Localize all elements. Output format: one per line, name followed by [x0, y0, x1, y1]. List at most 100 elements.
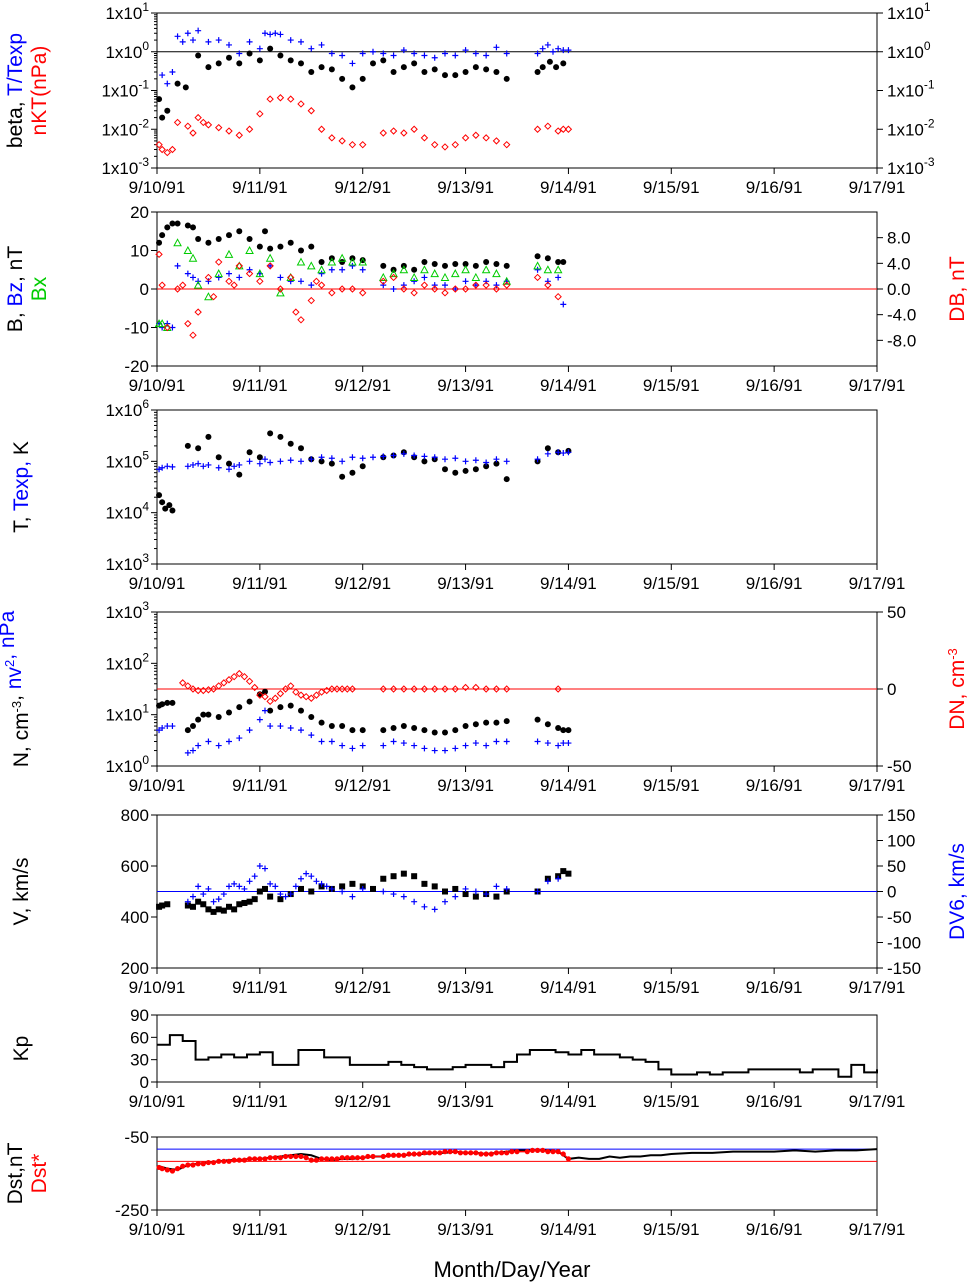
x-tick-label: 9/15/91	[643, 776, 700, 795]
y2-tick-label: -50	[887, 757, 912, 776]
data-point	[318, 719, 325, 726]
data-point	[503, 50, 510, 57]
data-point	[190, 723, 196, 730]
data-point	[514, 1149, 520, 1155]
data-point	[158, 281, 166, 289]
data-point	[442, 747, 448, 754]
data-point	[184, 749, 191, 756]
data-point	[205, 278, 212, 285]
data-point	[472, 282, 479, 289]
data-point	[318, 270, 325, 277]
data-point	[533, 125, 542, 133]
data-point	[550, 48, 556, 55]
y2-tick-label: -150	[887, 959, 921, 978]
x-tick-label: 9/17/91	[849, 1220, 906, 1239]
data-point	[246, 38, 253, 45]
data-point	[400, 129, 408, 137]
data-point	[328, 885, 335, 892]
data-point	[344, 1155, 350, 1161]
data-point	[555, 274, 562, 281]
data-point	[189, 331, 197, 339]
data-point	[379, 277, 387, 286]
data-point	[323, 883, 330, 890]
series-dot	[156, 220, 567, 273]
data-point	[565, 740, 572, 747]
x-tick-label: 9/17/91	[849, 178, 906, 197]
data-point	[246, 449, 253, 456]
data-point	[442, 262, 448, 269]
data-point	[461, 683, 470, 692]
data-point	[493, 883, 500, 890]
data-point	[544, 281, 552, 289]
data-point	[163, 323, 171, 332]
data-point	[349, 745, 356, 752]
data-point	[277, 433, 284, 440]
data-point	[256, 277, 264, 286]
data-point	[162, 505, 169, 512]
data-point	[236, 60, 243, 67]
data-point	[420, 265, 429, 274]
data-point	[493, 44, 500, 51]
data-point	[349, 1155, 356, 1161]
data-point	[339, 742, 346, 749]
data-point	[317, 125, 326, 133]
data-point	[348, 140, 357, 149]
data-point	[447, 1149, 453, 1155]
data-point	[539, 64, 546, 71]
data-point	[159, 701, 166, 708]
data-point	[226, 1158, 232, 1164]
data-point	[318, 259, 325, 266]
data-point	[560, 301, 567, 308]
data-point	[215, 464, 222, 471]
data-point	[235, 131, 243, 139]
data-point	[390, 724, 397, 731]
y-tick-label: 1x10-2	[101, 116, 149, 139]
data-point	[555, 875, 562, 882]
y-tick-label: 10	[130, 242, 149, 261]
data-point	[226, 466, 232, 473]
y-tick-label: 1x101	[105, 702, 149, 725]
data-point	[209, 292, 218, 301]
data-point	[503, 458, 510, 465]
panel-beta: 1x10-3 1x10-2 1x10-1 1x100 1x101 1x10-3 1x10-2…	[4, 0, 935, 197]
data-point	[390, 873, 397, 880]
data-point	[277, 31, 284, 38]
series-diamond	[155, 94, 573, 157]
x-tick-label: 9/12/91	[334, 776, 391, 795]
data-point	[380, 50, 387, 57]
data-point	[399, 265, 409, 274]
data-point	[195, 27, 202, 34]
data-point	[205, 239, 212, 246]
y-tick-label: -250	[115, 1201, 149, 1220]
x-tick-label: 9/14/91	[540, 978, 597, 997]
data-point	[199, 118, 207, 127]
data-point	[359, 50, 366, 57]
x-tick-label: 9/17/91	[849, 574, 906, 593]
data-point	[411, 724, 418, 731]
data-point	[442, 888, 448, 895]
data-point	[215, 235, 222, 242]
y2-tick-label: 50	[887, 603, 906, 622]
data-point	[195, 742, 202, 749]
data-point	[483, 52, 490, 59]
data-point	[550, 1149, 556, 1155]
data-point	[380, 453, 387, 460]
x-tick-label: 9/11/91	[232, 376, 287, 395]
data-point	[200, 891, 207, 898]
data-point	[544, 721, 551, 728]
y-tick-label: 800	[121, 806, 149, 825]
y2-tick-label: 4.0	[887, 254, 911, 273]
data-point	[256, 888, 263, 895]
data-point	[472, 683, 480, 692]
data-point	[287, 273, 295, 282]
data-point	[180, 1163, 186, 1169]
y-axis-label-secondary: Dst*	[28, 1154, 51, 1194]
data-point	[303, 870, 310, 877]
data-point	[257, 1156, 263, 1162]
data-point	[462, 458, 469, 465]
data-point	[493, 738, 500, 745]
data-point	[411, 278, 418, 285]
data-point	[184, 682, 192, 690]
data-point	[231, 906, 238, 913]
data-point	[277, 896, 284, 903]
